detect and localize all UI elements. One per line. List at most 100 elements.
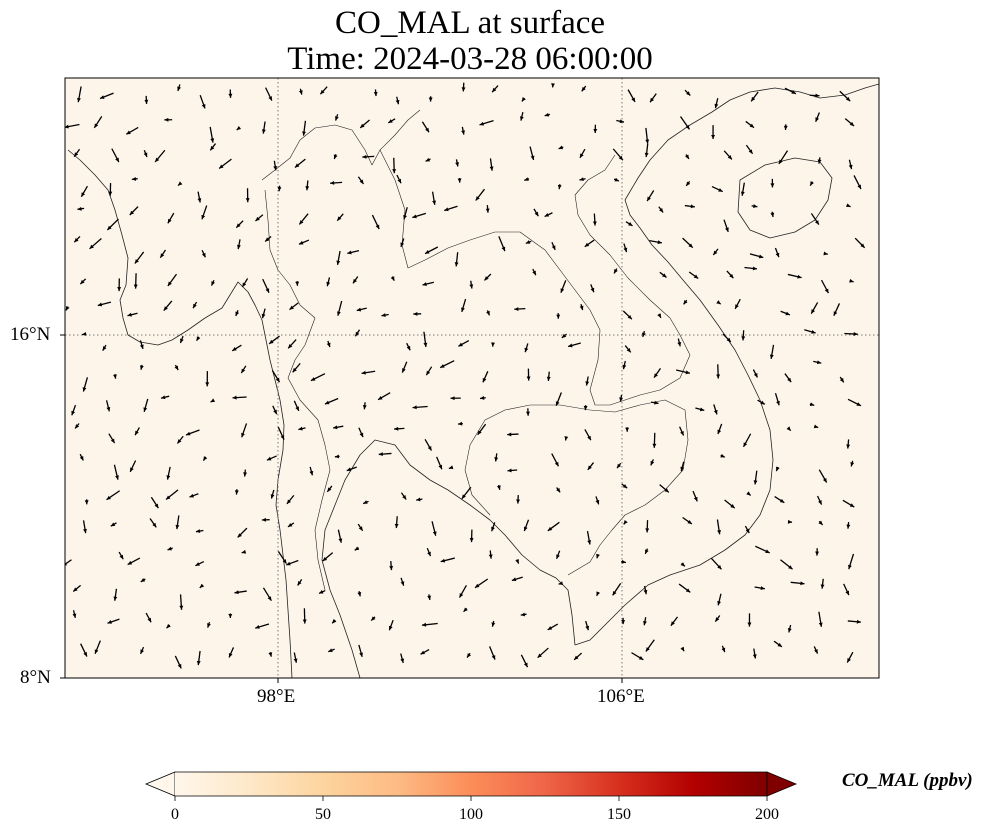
wind-arrow xyxy=(770,211,775,218)
wind-arrow xyxy=(787,519,793,524)
wind-arrow xyxy=(680,646,685,652)
wind-arrow xyxy=(558,581,564,586)
wind-arrow xyxy=(750,91,759,102)
wind-arrow xyxy=(844,332,858,336)
wind-arrow xyxy=(174,364,179,371)
wind-arrow xyxy=(679,426,685,436)
wind-arrow xyxy=(129,206,139,216)
wind-arrow xyxy=(846,651,854,663)
wind-arrow xyxy=(113,373,117,379)
wind-arrow xyxy=(646,190,655,202)
wind-arrow xyxy=(643,617,647,626)
wind-arrow xyxy=(197,191,202,203)
wind-arrow xyxy=(818,520,824,526)
wind-arrow xyxy=(143,398,149,412)
wind-arrow xyxy=(712,248,719,256)
wind-arrow xyxy=(390,276,395,281)
wind-arrow xyxy=(378,452,392,457)
wind-arrow xyxy=(846,203,851,208)
wind-arrow xyxy=(489,158,494,171)
wind-arrow xyxy=(318,589,326,595)
wind-arrow xyxy=(396,174,402,184)
wind-arrow xyxy=(422,281,435,286)
wind-arrow xyxy=(717,423,723,435)
wind-arrow xyxy=(720,453,726,458)
wind-arrow xyxy=(526,368,531,381)
wind-arrow xyxy=(649,239,663,245)
wind-arrow xyxy=(507,468,518,473)
wind-arrow xyxy=(133,273,138,289)
wind-arrow xyxy=(780,559,793,570)
wind-arrow xyxy=(560,280,567,293)
wind-arrow xyxy=(192,301,198,309)
wind-arrow xyxy=(271,370,281,383)
wind-arrow xyxy=(544,112,551,117)
wind-arrow xyxy=(428,96,433,102)
wind-arrow xyxy=(823,251,828,256)
wind-arrow xyxy=(848,553,855,570)
wind-arrow xyxy=(455,159,460,167)
wind-arrow xyxy=(624,345,632,353)
wind-arrow xyxy=(592,213,597,226)
wind-arrow xyxy=(354,546,360,551)
wind-arrow xyxy=(370,616,376,622)
wind-arrow xyxy=(491,620,496,627)
wind-arrow xyxy=(295,281,300,286)
wind-arrow xyxy=(625,427,630,432)
wind-arrow xyxy=(746,491,752,496)
wind-arrow xyxy=(532,268,537,276)
wind-arrow xyxy=(458,585,467,598)
wind-arrow xyxy=(679,116,691,130)
wind-arrow xyxy=(189,493,199,498)
wind-arrow xyxy=(514,307,526,312)
wind-arrow xyxy=(583,405,588,411)
wind-arrow xyxy=(165,489,179,501)
wind-arrow xyxy=(328,648,335,653)
wind-arrow xyxy=(431,521,437,536)
wind-arrow xyxy=(273,160,278,171)
wind-arrow xyxy=(395,96,400,105)
wind-arrow xyxy=(272,405,278,415)
wind-arrow xyxy=(752,648,757,659)
wind-arrow xyxy=(309,466,314,476)
wind-arrow xyxy=(336,300,343,316)
wind-arrow xyxy=(209,143,217,151)
wind-arrow xyxy=(555,392,562,407)
wind-arrow xyxy=(658,206,664,213)
wind-arrow xyxy=(377,392,391,401)
wind-arrow xyxy=(84,499,89,505)
wind-arrow xyxy=(544,212,553,218)
wind-arrow xyxy=(587,462,595,471)
wind-arrow xyxy=(205,371,210,387)
wind-arrow xyxy=(745,120,755,129)
wind-arrow xyxy=(754,586,765,591)
wind-arrow xyxy=(461,126,465,135)
wind-arrow xyxy=(277,185,282,192)
wind-arrow xyxy=(778,150,789,165)
wind-arrow xyxy=(202,456,208,461)
lat-tick-16n: 16°N xyxy=(10,324,51,345)
wind-arrow xyxy=(547,623,559,631)
wind-arrow xyxy=(621,483,628,489)
wind-arrow xyxy=(817,157,822,164)
wind-arrow xyxy=(714,98,719,109)
wind-arrow xyxy=(77,86,82,103)
wind-arrow xyxy=(268,652,273,657)
wind-arrow xyxy=(421,121,430,133)
wind-arrow xyxy=(488,646,496,660)
colorbar-label-50: 50 xyxy=(315,806,331,823)
wind-arrow xyxy=(319,86,328,95)
wind-arrow xyxy=(485,205,490,213)
hainan-island xyxy=(737,157,833,239)
wind-arrow xyxy=(108,433,116,444)
wind-arrow xyxy=(352,276,359,284)
wind-arrow xyxy=(488,550,493,559)
wind-arrow xyxy=(714,615,721,622)
colorbar-label-200: 200 xyxy=(755,806,779,823)
wind-arrow xyxy=(479,119,494,126)
wind-arrow xyxy=(357,591,362,597)
wind-arrow xyxy=(711,558,722,570)
wind-arrow xyxy=(645,127,650,144)
wind-arrow xyxy=(775,466,780,472)
wind-arrow xyxy=(809,181,814,186)
